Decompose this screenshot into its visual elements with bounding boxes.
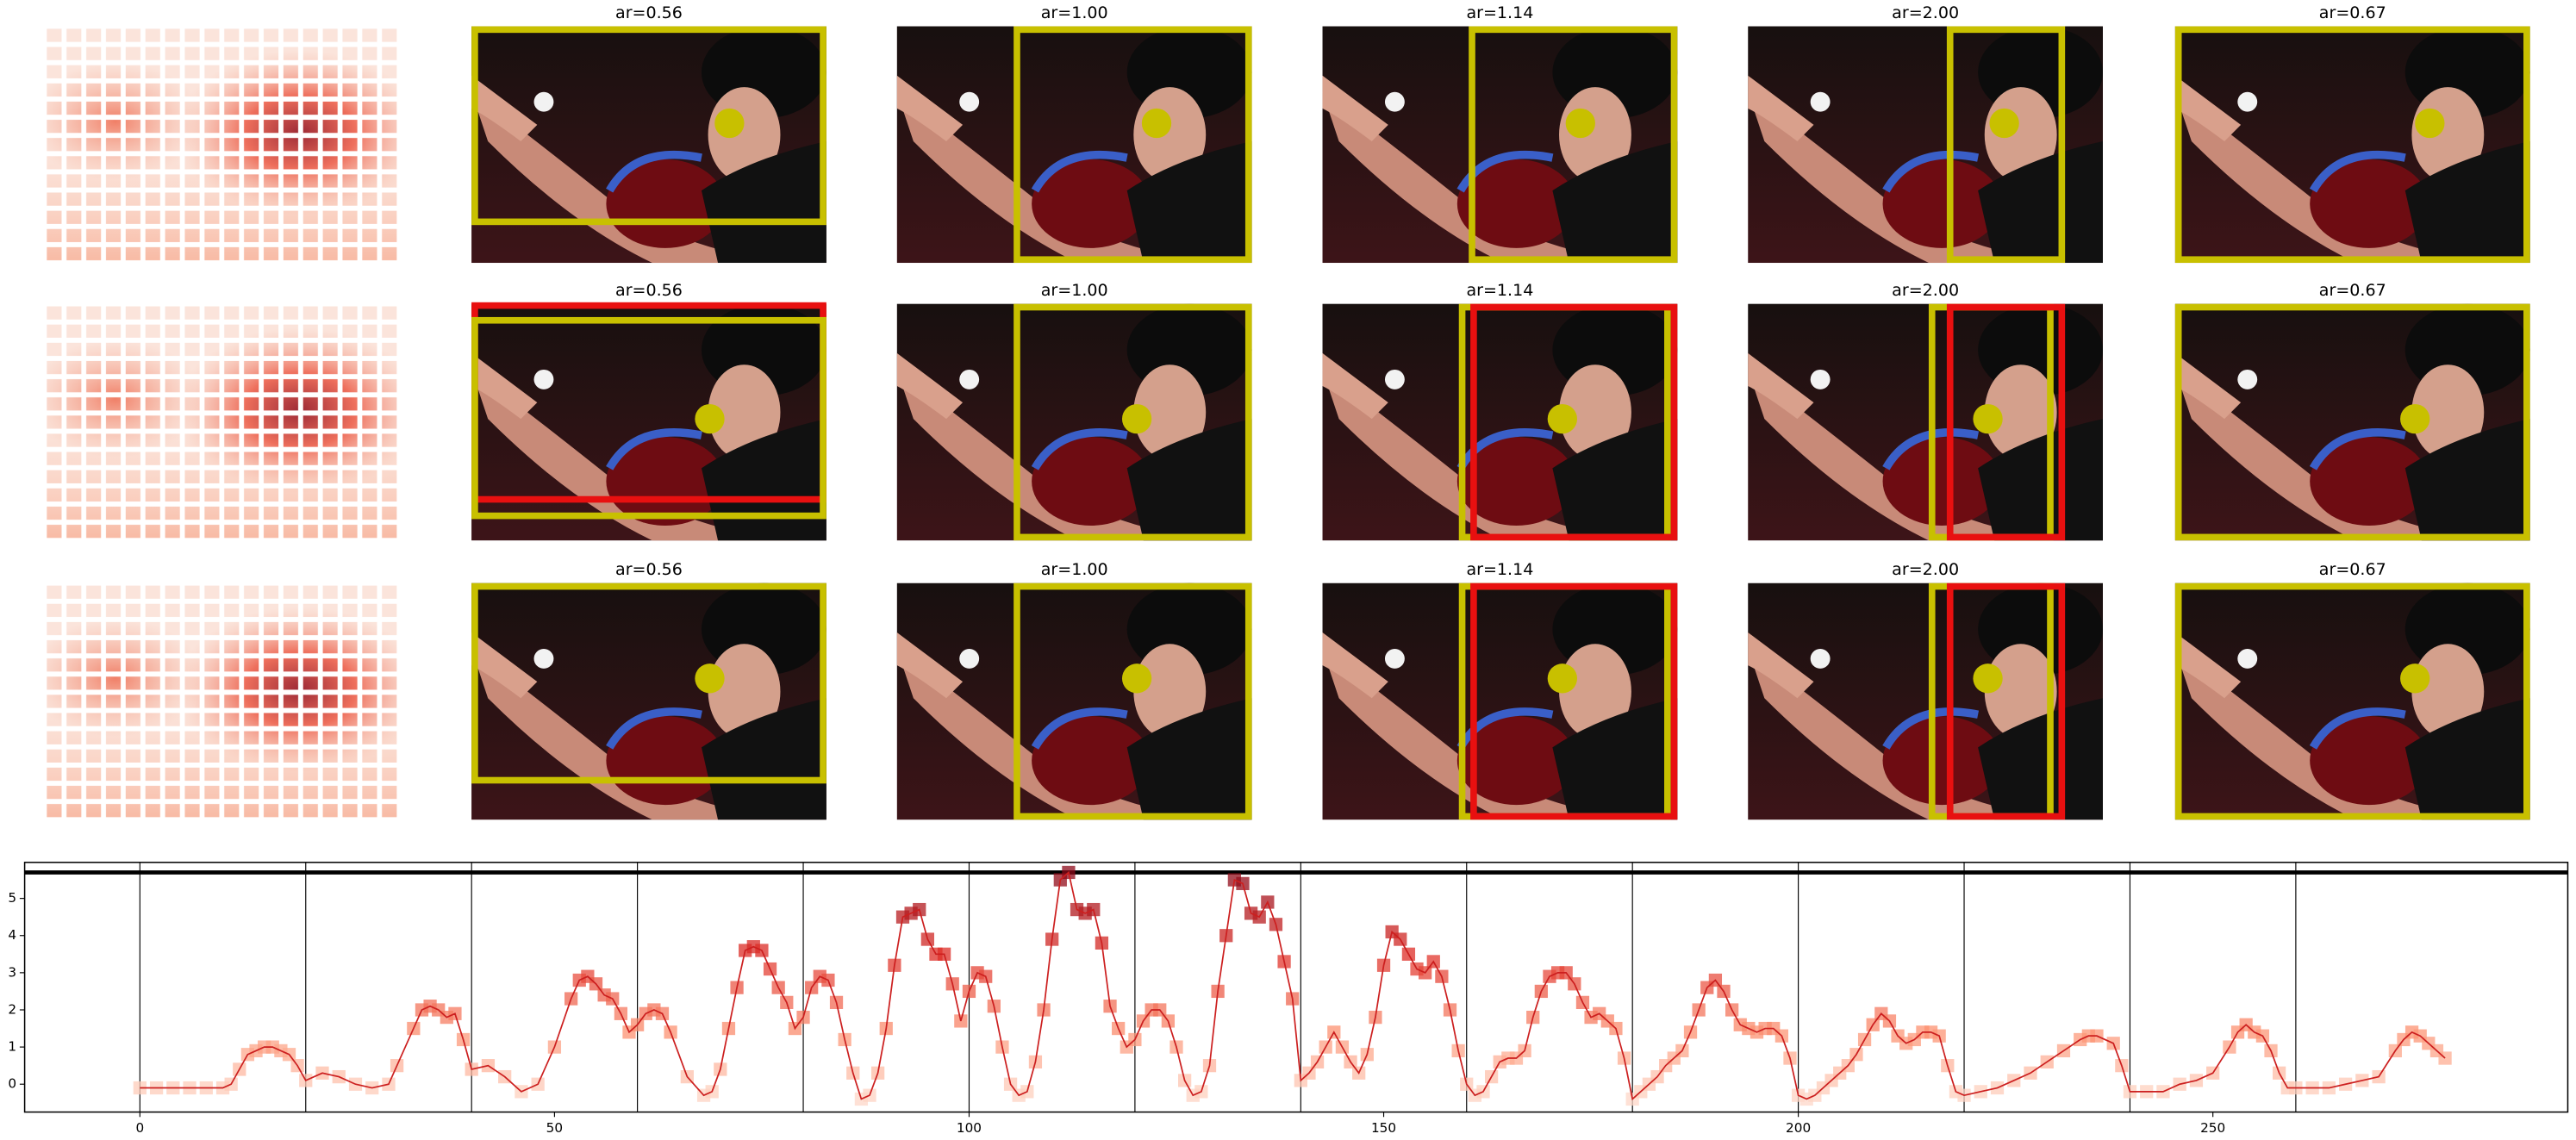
heatmap	[44, 583, 399, 820]
panel-title: ar=1.14	[1466, 3, 1533, 22]
face-dot	[1989, 108, 2019, 139]
alt-crop-box	[1946, 303, 2066, 541]
y-tick-label: 0	[8, 1076, 16, 1092]
face-dot	[2400, 663, 2430, 694]
face-dot	[1973, 663, 2003, 694]
panel-title: ar=1.00	[1041, 560, 1108, 579]
panel-title: ar=1.00	[1041, 281, 1108, 300]
x-tick-label: 100	[957, 1120, 982, 1136]
panel-grid: ar=0.56 ar=1.00 ar=1.14 ar=2.00 ar=0.67 ar=0.…	[44, 3, 2529, 819]
photo	[1748, 27, 2103, 264]
panel-title: ar=2.00	[1892, 560, 1959, 579]
face-dot	[695, 663, 725, 694]
panel-title: ar=0.56	[615, 281, 683, 300]
crop-box	[1014, 582, 1252, 820]
photo	[2175, 583, 2530, 820]
crop-box	[471, 316, 826, 520]
y-tick-label: 3	[8, 964, 16, 980]
x-tick-label: 50	[546, 1120, 563, 1136]
crop-box	[2174, 303, 2530, 541]
alt-crop-box	[1946, 582, 2066, 820]
alt-crop-box	[1470, 582, 1678, 820]
photo	[471, 583, 826, 820]
heatmap	[44, 27, 399, 264]
face-dot	[1547, 663, 1577, 694]
face-dot	[1121, 403, 1152, 434]
photo	[897, 304, 1252, 541]
crop-box	[1014, 303, 1252, 541]
data-line	[140, 870, 2446, 1101]
panel-title: ar=2.00	[1892, 281, 1959, 300]
photo	[471, 304, 826, 541]
photo	[897, 27, 1252, 264]
crop-box	[1469, 26, 1678, 264]
panel-title: ar=2.00	[1892, 3, 1959, 22]
x-tick-label: 250	[2200, 1120, 2225, 1136]
crop-box	[1014, 26, 1252, 264]
face-dot	[695, 403, 725, 434]
face-dot	[714, 108, 745, 139]
crop-box	[471, 582, 826, 784]
point-marker	[133, 1081, 147, 1095]
crop-box	[2174, 582, 2530, 820]
photo	[1323, 583, 1678, 820]
face-dot	[1547, 403, 1577, 434]
panel-title: ar=0.67	[2319, 560, 2386, 579]
heatmap	[44, 304, 399, 541]
y-tick-label: 4	[8, 927, 16, 943]
y-tick-label: 5	[8, 890, 16, 906]
crop-box	[471, 26, 826, 226]
x-tick-label: 150	[1371, 1120, 1396, 1136]
panel-title: ar=0.56	[615, 3, 683, 22]
panel-title: ar=0.67	[2319, 281, 2386, 300]
y-tick-label: 1	[8, 1039, 16, 1055]
face-dot	[1141, 108, 1172, 139]
line-chart: 0 50 100 150 200 250 0 1 2 3 4 5	[8, 862, 2569, 1136]
panel-title: ar=1.14	[1466, 560, 1533, 579]
panel-title: ar=0.67	[2319, 3, 2386, 22]
face-dot	[2400, 403, 2430, 434]
x-tick-label: 0	[135, 1120, 144, 1136]
panel-title: ar=1.14	[1466, 281, 1533, 300]
face-dot	[1973, 403, 2003, 434]
panel-title: ar=1.00	[1041, 3, 1108, 22]
crop-box	[1946, 26, 2066, 264]
plot-frame	[23, 862, 2569, 1113]
photo	[1323, 27, 1678, 264]
x-tick-label: 200	[1786, 1120, 1811, 1136]
panel-title: ar=0.56	[615, 560, 683, 579]
photo	[2175, 27, 2530, 264]
face-dot	[1121, 663, 1152, 694]
alt-crop-box	[1470, 303, 1678, 541]
photo	[1323, 304, 1678, 541]
photo	[2175, 304, 2530, 541]
face-dot	[2415, 108, 2445, 139]
crop-box	[2174, 26, 2530, 264]
y-tick-label: 2	[8, 1001, 16, 1017]
photo	[897, 583, 1252, 820]
face-dot	[1565, 108, 1595, 139]
photo	[471, 27, 826, 264]
